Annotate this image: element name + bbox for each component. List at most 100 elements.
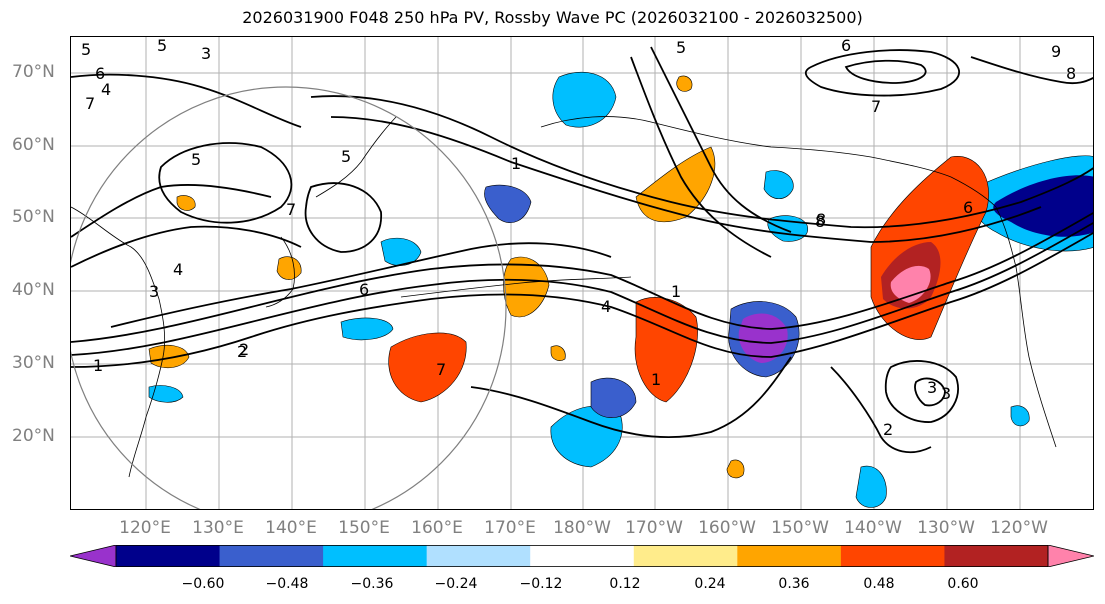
contour-label: 7 [85, 94, 95, 113]
pv-neg-core-gulf-east [993, 175, 1093, 237]
colorbar-segment [323, 545, 428, 567]
map-canvas: 5 6 5 3 4 7 9 8 6 7 8 5 1 5 7 4 3 6 2 1 … [71, 37, 1093, 509]
lon-label-170e: 170°E [484, 518, 536, 538]
colorbar-tick-label: 0.60 [947, 576, 979, 592]
contour-label: 3 [927, 378, 937, 397]
contour-label: 5 [676, 38, 686, 57]
region-circle [71, 86, 507, 509]
lon-label-160e: 160°E [411, 518, 463, 538]
colorbar-tick-label: 0.48 [863, 576, 895, 592]
lon-label-140e: 140°E [265, 518, 317, 538]
pv-neg-blob-aleutian [763, 170, 794, 200]
contour-label: 4 [101, 80, 111, 99]
pv-neg-blob-sw-small [148, 385, 184, 403]
contour-label: 1 [651, 370, 661, 389]
lat-label-60n: 60°N [12, 135, 55, 155]
pv-neg-blob-sw [340, 317, 394, 341]
contour-high-arctic [804, 49, 960, 97]
pv-contours [71, 46, 1093, 454]
colorbar-tick-label: −0.24 [434, 576, 478, 592]
contour-label: 2 [237, 342, 247, 361]
colorbar-segment [426, 545, 531, 567]
contour-label: 2 [883, 420, 893, 439]
lon-label-180w: 180°W [553, 518, 611, 538]
pv-pos-blob-kuroshio [388, 332, 467, 403]
contour-label: 5 [341, 147, 351, 166]
contour-label: 6 [963, 198, 973, 217]
contour-label: 6 [359, 280, 369, 299]
contour-labels: 5 6 5 3 4 7 9 8 6 7 8 5 1 5 7 4 3 6 2 1 … [81, 37, 1076, 439]
coast-na-west [995, 206, 1057, 448]
contour-cutoff-south [884, 360, 959, 423]
colorbar-tick-label: −0.60 [181, 576, 225, 592]
contour-label: 6 [95, 64, 105, 83]
colorbar-outline [115, 545, 1049, 567]
pv-neg-blob-south [550, 405, 623, 468]
colorbar-extend-min [70, 545, 117, 567]
contour-label: 5 [157, 37, 167, 55]
contour-north-1 [310, 95, 1093, 229]
contour-jet-1 [71, 232, 1093, 368]
colorbar [70, 545, 1094, 567]
colorbar-tick-label: 0.12 [609, 576, 641, 592]
lon-label-170w: 170°W [625, 518, 683, 538]
lat-label-20n: 20°N [12, 426, 55, 446]
colorbar-tick-label: −0.12 [519, 576, 563, 592]
colorbar-segment [944, 545, 1049, 567]
colorbar-tick-label: 0.36 [778, 576, 810, 592]
colorbar-segment [840, 545, 945, 567]
contour-label: 4 [601, 297, 611, 316]
pv-pos-blob-small-c [676, 75, 693, 92]
contour-label: 3 [149, 282, 159, 301]
pv-pos-blob-bering [635, 146, 716, 223]
lat-label-40n: 40°N [12, 280, 55, 300]
lon-label-150w: 150°W [771, 518, 829, 538]
lon-label-150e: 150°E [338, 518, 390, 538]
contour-label: 8 [816, 210, 826, 229]
pv-pos-blob-small-d [550, 345, 566, 361]
contour-label: 1 [671, 282, 681, 301]
coast-kamchatka [315, 116, 397, 198]
pv-pos-blob-small-b [726, 459, 745, 479]
pv-neg-blob-alaska [552, 71, 617, 128]
pv-pos-blob-central [634, 297, 698, 403]
colorbar-segments [70, 545, 1094, 567]
colorbar-tick-label: −0.48 [265, 576, 309, 592]
contour-nw-1 [71, 184, 272, 238]
pv-pos-blob-small-a [176, 195, 196, 211]
contour-label: 7 [871, 97, 881, 116]
contour-arctic-e [970, 56, 1093, 85]
contour-label: 8 [815, 212, 825, 231]
contour-high-arctic-inner [844, 59, 927, 84]
contour-subtropic-1 [470, 356, 792, 439]
contour-low-japan [304, 182, 382, 253]
contour-label: 6 [841, 37, 851, 55]
colorbar-tick-label: −0.36 [350, 576, 394, 592]
pv-pos-peak-gulf [890, 265, 931, 303]
coast-alaska [540, 116, 997, 208]
lon-label-130e: 130°E [192, 518, 244, 538]
contour-label: 8 [1066, 64, 1076, 83]
contour-jet-4 [110, 242, 612, 328]
colorbar-segment [219, 545, 324, 567]
contour-label: 3 [941, 384, 951, 403]
colorbar-segment [737, 545, 842, 567]
pv-neg-blob-hawaii-w [590, 377, 637, 418]
contour-cutoff-south-inner [914, 377, 946, 407]
contour-arctic-w [71, 73, 302, 128]
pv-neg-blob-bering [484, 184, 532, 223]
contour-north-2 [330, 116, 1042, 243]
contour-jet-3 [71, 212, 1093, 343]
pv-pos-blob-china [148, 344, 190, 369]
contour-label: 9 [1051, 42, 1061, 61]
lon-label-120e: 120°E [119, 518, 171, 538]
coastlines [71, 116, 1057, 478]
contour-label: 7 [286, 200, 296, 219]
contour-label: 2 [239, 340, 249, 359]
map-panel: 5 6 5 3 4 7 9 8 6 7 8 5 1 5 7 4 3 6 2 1 … [70, 36, 1094, 510]
pv-neg-blob-lower [855, 465, 887, 508]
lon-label-140w: 140°W [844, 518, 902, 538]
contour-label: 7 [436, 360, 446, 379]
pv-pos-blob-japan [276, 256, 302, 280]
lat-label-50n: 50°N [12, 207, 55, 227]
